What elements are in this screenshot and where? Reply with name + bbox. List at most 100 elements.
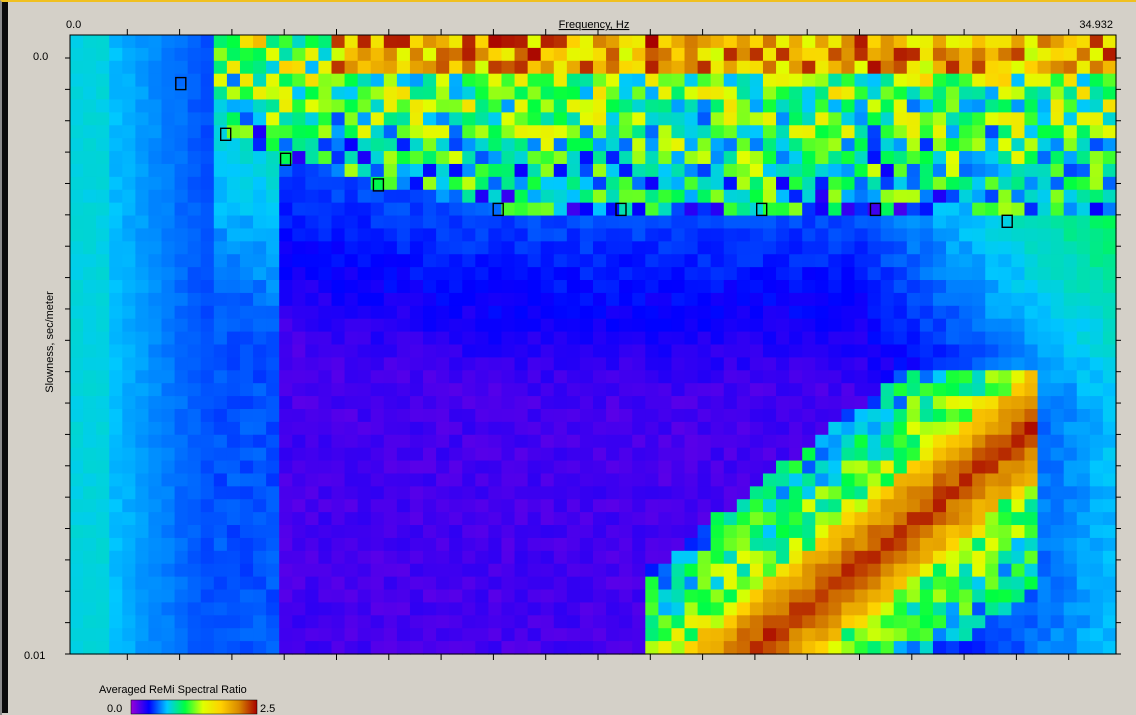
heatmap-cell [867,615,882,629]
heatmap-cell [239,525,254,539]
heatmap-cell [396,331,411,346]
heatmap-cell [841,344,856,358]
heatmap-cell [200,228,215,242]
heatmap-cell [736,138,751,152]
heatmap-cell [710,589,725,604]
heatmap-cell [723,537,738,552]
heatmap-cell [266,344,280,358]
dispersion-pick-marker[interactable] [175,76,187,91]
heatmap-cell [815,589,829,604]
heatmap-cell [1076,512,1091,526]
heatmap-cell [684,241,699,255]
heatmap-cell [946,189,960,204]
heatmap-cell [527,563,542,578]
heatmap-cell [109,280,123,294]
heatmap-cell [828,486,843,500]
heatmap-cell [135,267,150,281]
heatmap-cell [697,151,712,165]
heatmap-cell [906,202,921,217]
heatmap-cell [658,408,673,423]
heatmap-cell [462,357,476,371]
heatmap-cell [279,163,293,178]
heatmap-cell [619,163,633,178]
dispersion-pick-marker[interactable] [615,202,627,217]
heatmap-cell [331,163,346,178]
heatmap-cell [867,370,882,384]
heatmap-cell [789,176,803,191]
heatmap-cell [396,473,411,487]
dispersion-pick-marker[interactable] [1001,214,1013,229]
heatmap-cell [606,86,620,101]
dispersion-pick-marker[interactable] [279,152,292,167]
heatmap-cell [96,525,110,539]
dispersion-pick-marker[interactable] [219,127,232,142]
heatmap-cell [841,615,856,629]
dispersion-pick-marker[interactable] [756,202,768,217]
heatmap-cell [736,305,751,320]
heatmap-cell [540,151,555,165]
heatmap-cell [370,357,385,371]
heatmap-cell [292,628,306,642]
heatmap-cell [893,408,908,423]
heatmap-cell [1063,537,1078,552]
heatmap-cell [762,357,777,371]
heatmap-cell [344,305,359,320]
heatmap-cell [736,331,751,346]
heatmap-cell [488,602,503,616]
heatmap-cell [501,344,516,358]
heatmap-cell [579,421,594,436]
heatmap-cell [187,292,202,307]
heatmap-cell [213,99,228,113]
heatmap-cell [279,215,293,230]
heatmap-cell [854,99,869,113]
spectral-ratio-heatmap[interactable] [70,35,1117,655]
heatmap-cell [815,305,829,320]
heatmap-cell [932,628,947,642]
heatmap-cell [396,215,411,230]
dispersion-pick-marker[interactable] [492,202,504,217]
heatmap-cell [122,151,136,165]
heatmap-cell [501,641,516,655]
heatmap-cell [749,280,764,294]
heatmap-cell [436,318,450,333]
heatmap-cell [606,331,620,346]
heatmap-cell [1011,615,1026,629]
heatmap-cell [815,35,829,49]
heatmap-cell [880,112,895,126]
heatmap-cell [854,486,869,500]
heatmap-cell [972,525,986,539]
heatmap-cell [749,550,764,565]
heatmap-cell [148,254,163,268]
heatmap-cell [1089,241,1104,255]
dispersion-pick-marker[interactable] [869,202,882,217]
heatmap-cell [880,512,895,526]
heatmap-cell [815,344,829,358]
heatmap-cell [213,628,228,642]
heatmap-cell [1037,408,1052,423]
heatmap-cell [736,576,751,591]
heatmap-cell [292,525,306,539]
heatmap-cell [880,267,895,281]
heatmap-cell [409,615,424,629]
heatmap-cell [383,486,398,500]
heatmap-cell [436,641,450,655]
heatmap-cell [226,537,241,552]
heatmap-cell [436,215,450,230]
heatmap-cell [1076,151,1091,165]
heatmap-cell [632,176,646,191]
heatmap-cell [880,563,895,578]
heatmap-cell [213,473,228,487]
heatmap-cell [880,602,895,616]
heatmap-cell [998,525,1012,539]
heatmap-cell [789,73,803,88]
dispersion-pick-marker[interactable] [372,178,385,192]
heatmap-cell [1011,228,1026,242]
heatmap-cell [1011,241,1026,255]
heatmap-cell [1076,357,1091,371]
heatmap-cell [566,73,581,88]
heatmap-cell [723,331,738,346]
heatmap-cell [553,589,568,604]
heatmap-cell [187,280,202,294]
heatmap-cell [880,628,895,642]
